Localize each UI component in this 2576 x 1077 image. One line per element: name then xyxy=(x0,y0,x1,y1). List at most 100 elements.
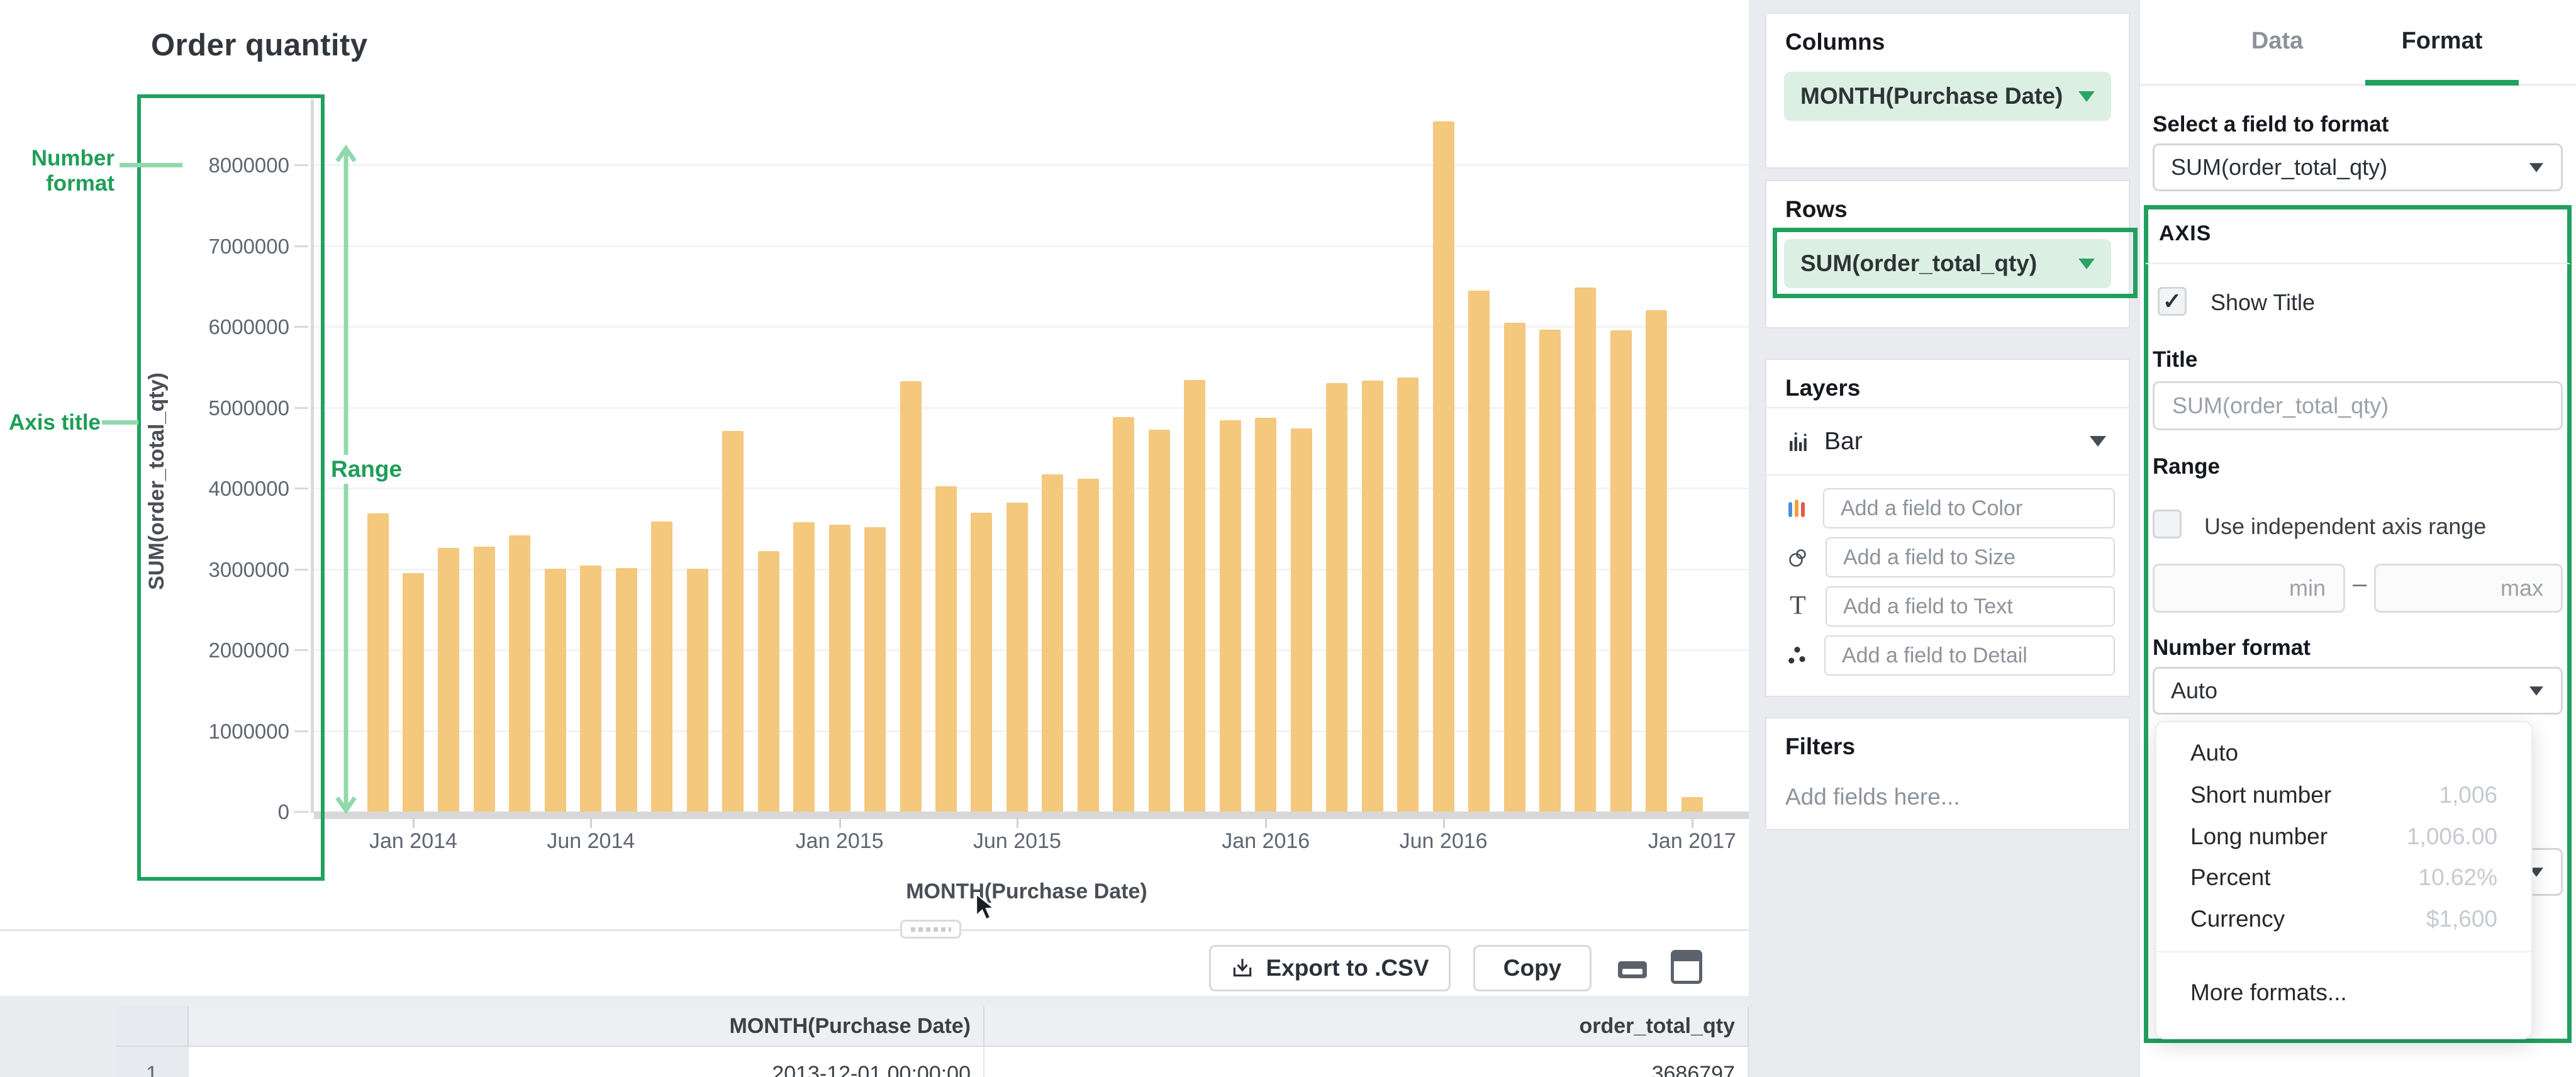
rows-field-pill[interactable]: SUM(order_total_qty) xyxy=(1784,239,2111,288)
table-row: 1 2013-12-01 00:00:00 3686797 xyxy=(116,1047,1749,1077)
field-select[interactable]: SUM(order_total_qty) xyxy=(2153,143,2563,191)
bar-dec-2013[interactable] xyxy=(367,513,389,812)
divider xyxy=(2146,263,2570,264)
color-field-input[interactable]: Add a field to Color xyxy=(1823,488,2115,528)
chevron-down-icon[interactable] xyxy=(2078,91,2095,102)
range-min-input[interactable]: min xyxy=(2153,564,2345,613)
bar-aug-2016[interactable] xyxy=(1504,323,1525,812)
bar-sep-2015[interactable] xyxy=(1113,417,1134,812)
chevron-down-icon[interactable] xyxy=(2529,162,2544,172)
bar-oct-2015[interactable] xyxy=(1149,430,1170,812)
bar-dec-2015[interactable] xyxy=(1220,420,1241,812)
bar-jan-2015[interactable] xyxy=(829,525,850,812)
show-title-checkbox[interactable] xyxy=(2158,287,2187,316)
rows-field-pill-label: SUM(order_total_qty) xyxy=(1800,250,2038,276)
bar-jan-2014[interactable] xyxy=(403,573,424,812)
bar-jul-2014[interactable] xyxy=(616,568,637,812)
y-tick-mark xyxy=(294,811,308,813)
grip-dots-icon xyxy=(910,927,951,932)
filters-drop-zone[interactable]: Add fields here... xyxy=(1785,784,1960,810)
menu-item-more-formats[interactable]: More formats... xyxy=(2156,972,2531,1013)
row-number-cell: 1 xyxy=(116,1047,189,1077)
detail-shelf-row: Add a field to Detail xyxy=(1766,635,2129,676)
columns-shelf-title: Columns xyxy=(1785,29,1885,55)
tab-data[interactable]: Data xyxy=(2251,28,2304,54)
rows-shelf-card: Rows SUM(order_total_qty) xyxy=(1765,180,2138,328)
bar-jan-2016[interactable] xyxy=(1255,418,1276,812)
x-tick-label: Jun 2014 xyxy=(547,829,635,853)
bar-mar-2014[interactable] xyxy=(474,547,495,812)
export-csv-button[interactable]: Export to .CSV xyxy=(1209,945,1451,991)
bar-feb-2014[interactable] xyxy=(438,548,459,812)
bar-may-2015[interactable] xyxy=(971,513,992,812)
bar-feb-2015[interactable] xyxy=(864,527,886,812)
chevron-down-icon[interactable] xyxy=(2090,436,2106,447)
menu-item-label: Short number xyxy=(2190,782,2332,808)
axis-title-input[interactable]: SUM(order_total_qty) xyxy=(2153,381,2563,430)
text-field-input[interactable]: Add a field to Text xyxy=(1826,586,2115,627)
expand-table-view-icon[interactable] xyxy=(1671,950,1702,984)
number-format-select[interactable]: Auto xyxy=(2153,667,2563,715)
number-format-menu: Auto Short number 1,006 Long number 1,00… xyxy=(2155,721,2533,1039)
column-header-qty[interactable]: order_total_qty xyxy=(984,1007,1749,1047)
copy-label: Copy xyxy=(1503,955,1562,981)
menu-item-short-number[interactable]: Short number 1,006 xyxy=(2156,774,2531,816)
field-select-value: SUM(order_total_qty) xyxy=(2171,154,2388,180)
column-header-month[interactable]: MONTH(Purchase Date) xyxy=(189,1007,984,1047)
bar-sep-2014[interactable] xyxy=(687,569,708,812)
collapse-table-view-icon[interactable] xyxy=(1618,961,1647,978)
bar-mar-2015[interactable] xyxy=(900,381,922,812)
annotation-range: Range xyxy=(326,455,408,484)
bar-dec-2014[interactable] xyxy=(793,522,815,812)
bar-apr-2015[interactable] xyxy=(935,486,957,812)
layer-type-selector[interactable]: Bar xyxy=(1766,408,2129,474)
bar-jun-2015[interactable] xyxy=(1006,503,1028,812)
bar-apr-2014[interactable] xyxy=(509,535,530,812)
y-tick-mark xyxy=(294,568,308,571)
annotation-connector-line xyxy=(102,420,138,425)
bar-feb-2016[interactable] xyxy=(1291,428,1312,812)
number-format-value: Auto xyxy=(2171,678,2218,703)
bar-may-2016[interactable] xyxy=(1397,377,1419,812)
menu-item-long-number[interactable]: Long number 1,006.00 xyxy=(2156,816,2531,857)
menu-item-percent[interactable]: Percent 10.62% xyxy=(2156,857,2531,898)
menu-item-currency[interactable]: Currency $1,600 xyxy=(2156,898,2531,940)
bar-apr-2016[interactable] xyxy=(1362,381,1383,812)
x-tick-label: Jun 2016 xyxy=(1399,829,1488,853)
menu-item-auto[interactable]: Auto xyxy=(2156,732,2531,774)
range-max-input[interactable]: max xyxy=(2374,564,2563,613)
y-tick-mark xyxy=(294,245,308,247)
columns-field-pill[interactable]: MONTH(Purchase Date) xyxy=(1784,72,2111,121)
chevron-down-icon[interactable] xyxy=(2078,258,2095,269)
bar-aug-2015[interactable] xyxy=(1078,479,1099,812)
title-label: Title xyxy=(2153,347,2198,372)
bar-sep-2016[interactable] xyxy=(1539,330,1561,812)
x-tick-mark xyxy=(1691,819,1693,828)
bar-nov-2015[interactable] xyxy=(1184,380,1205,812)
bar-jun-2016[interactable] xyxy=(1433,121,1454,812)
bar-may-2014[interactable] xyxy=(545,569,566,812)
bar-oct-2014[interactable] xyxy=(722,431,744,812)
bar-jun-2014[interactable] xyxy=(580,566,601,812)
copy-button[interactable]: Copy xyxy=(1473,945,1592,991)
menu-item-label: Auto xyxy=(2190,740,2239,766)
bar-nov-2016[interactable] xyxy=(1610,330,1632,812)
bar-jul-2016[interactable] xyxy=(1468,291,1490,812)
tab-format[interactable]: Format xyxy=(2401,28,2483,54)
bar-nov-2014[interactable] xyxy=(758,551,779,812)
size-shelf-row: Add a field to Size xyxy=(1766,537,2129,578)
bar-aug-2014[interactable] xyxy=(651,522,672,812)
filters-title: Filters xyxy=(1785,734,1856,759)
bar-oct-2016[interactable] xyxy=(1575,287,1596,812)
size-field-input[interactable]: Add a field to Size xyxy=(1826,537,2115,578)
grid-line xyxy=(314,568,1749,571)
bar-mar-2016[interactable] xyxy=(1326,383,1347,812)
bar-dec-2016[interactable] xyxy=(1646,310,1667,812)
bar-jul-2015[interactable] xyxy=(1042,474,1063,812)
detail-field-input[interactable]: Add a field to Detail xyxy=(1824,635,2115,676)
chevron-down-icon[interactable] xyxy=(2529,686,2544,696)
bar-jan-2017[interactable] xyxy=(1681,797,1703,812)
independent-range-checkbox[interactable] xyxy=(2153,510,2182,538)
resize-drag-handle[interactable] xyxy=(900,920,961,939)
